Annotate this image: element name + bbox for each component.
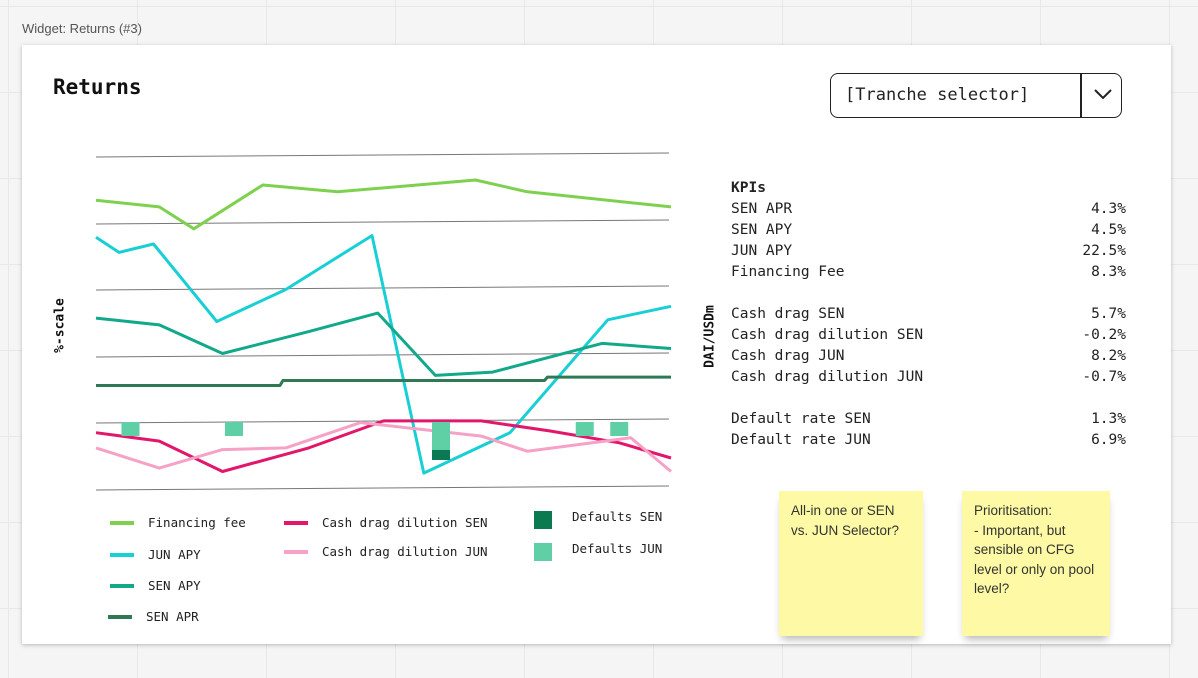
- kpi-value: -0.2%: [1082, 327, 1126, 343]
- sticky-note-text: Prioritisation: - Important, but sensibl…: [974, 503, 1095, 596]
- legend-square-marker: [534, 511, 552, 529]
- gridline: [95, 352, 670, 358]
- bar-defaults-sen: [432, 450, 450, 460]
- kpi-row: Default rate JUN 6.9%: [731, 430, 1126, 451]
- bar-defaults-jun: [575, 422, 594, 436]
- legend-square-marker: [534, 543, 552, 561]
- kpi-row: SEN APY 4.5%: [731, 220, 1126, 241]
- legend-label: Financing fee: [148, 515, 246, 530]
- kpi-value: 8.2%: [1091, 348, 1126, 364]
- chevron-down-icon[interactable]: [1093, 87, 1113, 101]
- y-axis-label: %-scale: [52, 298, 68, 353]
- legend-line-marker: [110, 584, 134, 588]
- bar-defaults-jun: [432, 422, 450, 450]
- kpi-label: Cash drag dilution JUN: [731, 369, 924, 385]
- kpi-value: -0.7%: [1082, 369, 1126, 385]
- series-line-sen-apy: [95, 311, 672, 377]
- legend-label: Defaults JUN: [572, 541, 663, 556]
- returns-chart: [95, 152, 672, 491]
- legend-line-marker: [284, 521, 308, 525]
- legend-line-marker: [110, 553, 134, 557]
- series-line-sen-apr: [96, 375, 671, 387]
- gridline: [95, 219, 670, 225]
- kpi-row: Default rate SEN 1.3%: [731, 409, 1126, 430]
- kpi-label: JUN APY: [731, 243, 793, 259]
- returns-widget: Returns [Tranche selector] %-scale DAI/U…: [22, 45, 1171, 644]
- selector-divider: [1080, 74, 1082, 117]
- kpi-label: Default rate SEN: [731, 411, 871, 427]
- legend-line-marker: [108, 615, 132, 619]
- legend-label: Defaults SEN: [572, 509, 663, 524]
- kpi-label: SEN APY: [731, 222, 793, 238]
- kpi-spacer: [731, 388, 1126, 409]
- y2-axis-label: DAI/USDm: [702, 305, 718, 368]
- legend-label: SEN APR: [146, 609, 199, 624]
- kpi-row: Cash drag SEN 5.7%: [731, 304, 1126, 325]
- kpi-value: 5.7%: [1091, 306, 1126, 322]
- kpi-row: JUN APY 22.5%: [731, 241, 1126, 262]
- legend-label: Cash drag dilution SEN: [322, 515, 488, 530]
- widget-label: Widget: Returns (#3): [22, 21, 142, 36]
- kpi-title: KPIs: [731, 180, 766, 196]
- kpi-value: 4.3%: [1091, 201, 1126, 217]
- sticky-note-text: All-in one or SEN vs. JUN Selector?: [791, 503, 900, 538]
- bar-defaults-jun: [121, 422, 140, 436]
- kpi-row: Cash drag JUN 8.2%: [731, 346, 1126, 367]
- kpi-label: Cash drag dilution SEN: [731, 327, 924, 343]
- legend-label: Cash drag dilution JUN: [322, 544, 488, 559]
- widget-title: Returns: [53, 75, 142, 99]
- legend-label: SEN APY: [148, 578, 201, 593]
- legend-line-marker: [110, 521, 134, 525]
- kpi-value: 6.9%: [1091, 432, 1126, 448]
- gridline: [95, 152, 670, 158]
- kpi-value: 22.5%: [1082, 243, 1126, 259]
- kpi-value: 1.3%: [1091, 411, 1126, 427]
- kpi-row: Cash drag dilution SEN -0.2%: [731, 325, 1126, 346]
- kpi-value: 4.5%: [1091, 222, 1126, 238]
- kpi-list: SEN APR 4.3% SEN APY 4.5% JUN APY 22.5% Financ…: [731, 199, 1126, 451]
- gridline: [95, 485, 670, 491]
- kpi-label: Cash drag SEN: [731, 306, 845, 322]
- tranche-selector-value: [Tranche selector]: [845, 85, 1030, 105]
- kpi-row: Cash drag dilution JUN -0.7%: [731, 367, 1126, 388]
- kpi-label: SEN APR: [731, 201, 793, 217]
- bar-defaults-jun: [610, 422, 629, 436]
- kpi-row: Financing Fee 8.3%: [731, 262, 1126, 283]
- kpi-value: 8.3%: [1091, 264, 1126, 280]
- kpi-label: Financing Fee: [731, 264, 845, 280]
- series-line-cash-drag-dilution-sen: [95, 419, 672, 473]
- legend-label: JUN APY: [148, 547, 201, 562]
- kpi-spacer: [731, 283, 1126, 304]
- kpi-label: Cash drag JUN: [731, 348, 845, 364]
- kpi-panel: KPIs SEN APR 4.3% SEN APY 4.5% JUN APY 22.5% F…: [731, 178, 1126, 451]
- legend-line-marker: [284, 550, 308, 554]
- series-line-cash-drag-dilution-jun: [95, 421, 672, 473]
- kpi-row: SEN APR 4.3%: [731, 199, 1126, 220]
- tranche-selector[interactable]: [Tranche selector]: [830, 73, 1122, 118]
- sticky-note-selector[interactable]: All-in one or SEN vs. JUN Selector?: [779, 491, 923, 636]
- series-line-financing-fee: [95, 178, 672, 231]
- kpi-label: Default rate JUN: [731, 432, 871, 448]
- sticky-note-prioritisation[interactable]: Prioritisation: - Important, but sensibl…: [962, 491, 1110, 636]
- bar-defaults-jun: [225, 422, 243, 436]
